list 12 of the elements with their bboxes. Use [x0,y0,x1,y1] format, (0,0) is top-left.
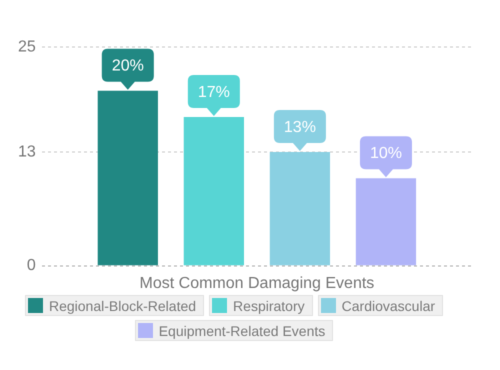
data-label: 20% [112,58,144,75]
y-tick-label: 25 [18,38,36,56]
legend-label: Regional-Block-Related [48,298,196,314]
legend-label: Cardiovascular [342,298,436,314]
x-axis-title: Most Common Damaging Events [140,274,374,292]
legend-label: Respiratory [233,298,305,314]
data-label: 13% [284,118,316,136]
data-label: 10% [370,145,402,162]
data-label: 17% [198,84,230,101]
legend-label: Equipment-Related Events [158,322,326,338]
y-tick-label: 13 [18,143,36,160]
y-tick-label: 0 [26,257,36,274]
